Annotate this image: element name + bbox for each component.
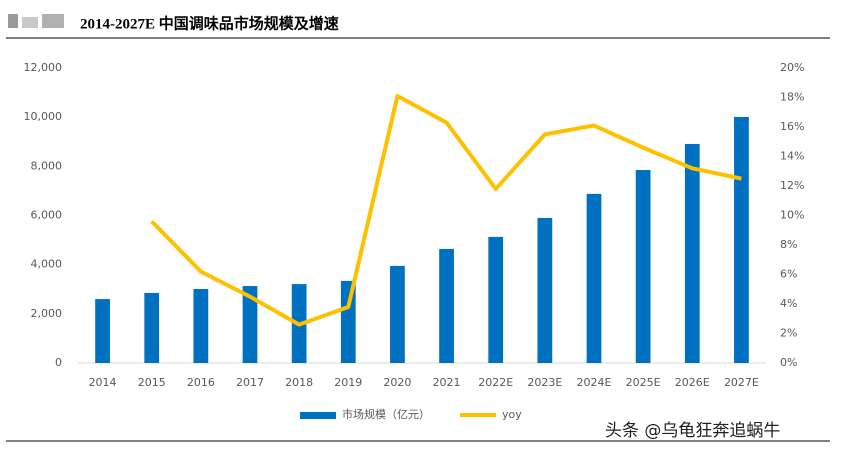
x-tick-label: 2024E bbox=[577, 376, 612, 389]
y2-tick-label: 8% bbox=[780, 238, 797, 251]
x-tick-label: 2021 bbox=[433, 376, 461, 389]
bar bbox=[488, 236, 504, 363]
y-tick-label: 10,000 bbox=[24, 110, 63, 123]
y2-tick-label: 12% bbox=[780, 179, 804, 192]
y2-tick-label: 18% bbox=[780, 91, 804, 104]
bar bbox=[95, 299, 110, 363]
y-tick-label: 4,000 bbox=[31, 258, 63, 271]
bar bbox=[734, 116, 749, 363]
x-tick-label: 2025E bbox=[626, 376, 661, 389]
x-tick-label: 2014 bbox=[89, 376, 117, 389]
bar bbox=[242, 286, 258, 363]
bar bbox=[586, 193, 602, 363]
y2-tick-label: 4% bbox=[780, 297, 797, 310]
y-tick-label: 6,000 bbox=[31, 209, 63, 222]
y-tick-label: 2,000 bbox=[31, 307, 63, 320]
bar bbox=[390, 265, 405, 363]
x-tick-label: 2015 bbox=[138, 376, 166, 389]
logo-block bbox=[22, 17, 38, 28]
bar bbox=[340, 280, 356, 363]
bar bbox=[635, 170, 651, 363]
x-tick-label: 2023E bbox=[527, 376, 562, 389]
logo-block bbox=[8, 14, 18, 28]
x-tick-label: 2019 bbox=[334, 376, 362, 389]
x-tick-label: 2020 bbox=[383, 376, 411, 389]
watermark: 头条 @乌龟狂奔追蜗牛 bbox=[605, 421, 780, 441]
y-tick-label: 12,000 bbox=[24, 61, 63, 74]
y2-tick-label: 20% bbox=[780, 61, 804, 74]
bar bbox=[684, 143, 700, 363]
legend-label: yoy bbox=[502, 408, 522, 421]
y2-tick-label: 0% bbox=[780, 356, 797, 369]
y2-tick-label: 6% bbox=[780, 268, 797, 281]
bar bbox=[193, 289, 209, 363]
bar bbox=[537, 217, 553, 363]
line bbox=[150, 94, 742, 327]
y2-tick-label: 10% bbox=[780, 209, 804, 222]
chart-title: 2014-2027E 中国调味品市场规模及增速 bbox=[80, 14, 339, 32]
bar bbox=[439, 248, 454, 363]
y-tick-label: 8,000 bbox=[31, 159, 63, 172]
bar bbox=[144, 292, 160, 363]
x-tick-label: 2027E bbox=[724, 376, 759, 389]
x-tick-label: 2016 bbox=[187, 376, 215, 389]
x-tick-label: 2022E bbox=[478, 376, 513, 389]
y2-tick-label: 2% bbox=[780, 327, 797, 340]
legend-swatch bbox=[300, 412, 336, 419]
x-tick-label: 2026E bbox=[675, 376, 710, 389]
x-tick-label: 2018 bbox=[285, 376, 313, 389]
legend-label: 市场规模（亿元） bbox=[342, 407, 430, 421]
logo-block bbox=[42, 14, 64, 28]
x-tick-label: 2017 bbox=[236, 376, 264, 389]
y-tick-label: 0 bbox=[55, 356, 62, 369]
y2-tick-label: 14% bbox=[780, 150, 804, 163]
y2-tick-label: 16% bbox=[780, 120, 804, 133]
